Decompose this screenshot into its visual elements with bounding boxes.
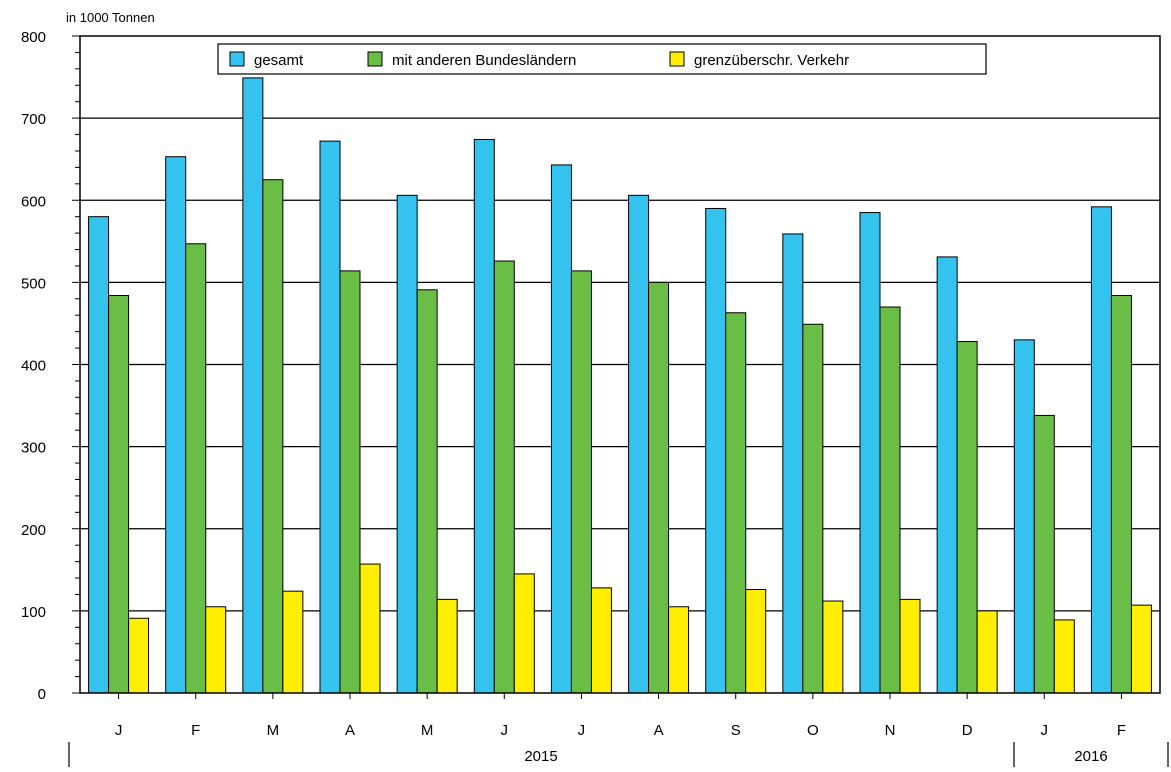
bar-mit-anderen-bundesl-ndern xyxy=(185,243,207,694)
bar-mit-anderen-bundesl-ndern xyxy=(416,289,438,694)
bar-gesamt xyxy=(165,156,187,694)
bar-grenz-berschr-verkehr xyxy=(436,598,458,694)
bar-mit-anderen-bundesl-ndern xyxy=(802,323,824,694)
bar-grenz-berschr-verkehr xyxy=(128,617,150,694)
x-tick-label: N xyxy=(885,722,896,739)
y-tick-label: 600 xyxy=(21,193,46,210)
y-tick-label: 700 xyxy=(21,111,46,128)
x-tick-label: J xyxy=(501,722,509,739)
x-tick-label: M xyxy=(421,722,434,739)
y-tick-label: 200 xyxy=(21,522,46,539)
bar-gesamt xyxy=(473,138,495,694)
bar-gesamt xyxy=(88,216,110,694)
x-tick-label: A xyxy=(345,722,355,739)
unit-label: in 1000 Tonnen xyxy=(66,10,155,25)
x-tick-label: M xyxy=(267,722,280,739)
x-tick-label: J xyxy=(578,722,586,739)
x-tick-label: F xyxy=(1117,722,1126,739)
bar-grenz-berschr-verkehr xyxy=(359,563,381,694)
bar-gesamt xyxy=(936,256,958,694)
bar-gesamt xyxy=(1090,206,1112,694)
bar-grenz-berschr-verkehr xyxy=(1130,604,1152,694)
bar-gesamt xyxy=(705,207,727,694)
legend-label: gesamt xyxy=(254,52,304,69)
bar-grenz-berschr-verkehr xyxy=(976,610,998,694)
year-label: 2015 xyxy=(524,748,557,765)
bar-mit-anderen-bundesl-ndern xyxy=(1033,414,1055,694)
bar-gesamt xyxy=(859,212,881,694)
x-tick-label: J xyxy=(1041,722,1049,739)
x-tick-label: O xyxy=(807,722,819,739)
bar-gesamt xyxy=(396,194,418,694)
y-tick-label: 100 xyxy=(21,604,46,621)
x-tick-label: D xyxy=(962,722,973,739)
x-tick-label: J xyxy=(115,722,123,739)
legend-box xyxy=(217,43,987,75)
bar-grenz-berschr-verkehr xyxy=(590,587,612,694)
year-label: 2016 xyxy=(1074,748,1107,765)
bar-grenz-berschr-verkehr xyxy=(513,573,535,694)
bar-grenz-berschr-verkehr xyxy=(899,598,921,694)
bar-gesamt xyxy=(319,140,341,694)
bar-mit-anderen-bundesl-ndern xyxy=(339,270,361,694)
bar-mit-anderen-bundesl-ndern xyxy=(570,270,592,694)
bar-mit-anderen-bundesl-ndern xyxy=(879,306,901,694)
legend-swatch xyxy=(367,51,383,67)
bar-gesamt xyxy=(782,233,804,694)
y-tick-label: 400 xyxy=(21,358,46,375)
plot-frame xyxy=(79,35,1161,694)
y-tick-label: 300 xyxy=(21,440,46,457)
x-tick-label: A xyxy=(654,722,664,739)
bar-gesamt xyxy=(550,164,572,694)
bar-mit-anderen-bundesl-ndern xyxy=(956,341,978,694)
bar-gesamt xyxy=(1013,339,1035,694)
x-tick-label: S xyxy=(731,722,741,739)
y-tick-label: 800 xyxy=(21,29,46,46)
x-tick-label: F xyxy=(191,722,200,739)
bar-mit-anderen-bundesl-ndern xyxy=(725,312,747,694)
bar-mit-anderen-bundesl-ndern xyxy=(493,260,515,694)
legend-label: grenzüberschr. Verkehr xyxy=(694,52,849,69)
bar-grenz-berschr-verkehr xyxy=(205,606,227,694)
y-tick-label: 0 xyxy=(38,686,46,703)
legend-swatch xyxy=(229,51,245,67)
bar-gesamt xyxy=(242,77,264,694)
bar-grenz-berschr-verkehr xyxy=(668,606,690,694)
bar-mit-anderen-bundesl-ndern xyxy=(648,281,670,694)
bar-mit-anderen-bundesl-ndern xyxy=(108,295,130,694)
bar-mit-anderen-bundesl-ndern xyxy=(1110,295,1132,694)
y-tick-label: 500 xyxy=(21,275,46,292)
legend-label: mit anderen Bundesländern xyxy=(392,52,576,69)
bar-grenz-berschr-verkehr xyxy=(745,589,767,694)
bar-mit-anderen-bundesl-ndern xyxy=(262,179,284,694)
bar-grenz-berschr-verkehr xyxy=(1053,619,1075,694)
bar-grenz-berschr-verkehr xyxy=(822,600,844,694)
bar-grenz-berschr-verkehr xyxy=(282,590,304,694)
bar-gesamt xyxy=(628,194,650,694)
legend-swatch xyxy=(669,51,685,67)
